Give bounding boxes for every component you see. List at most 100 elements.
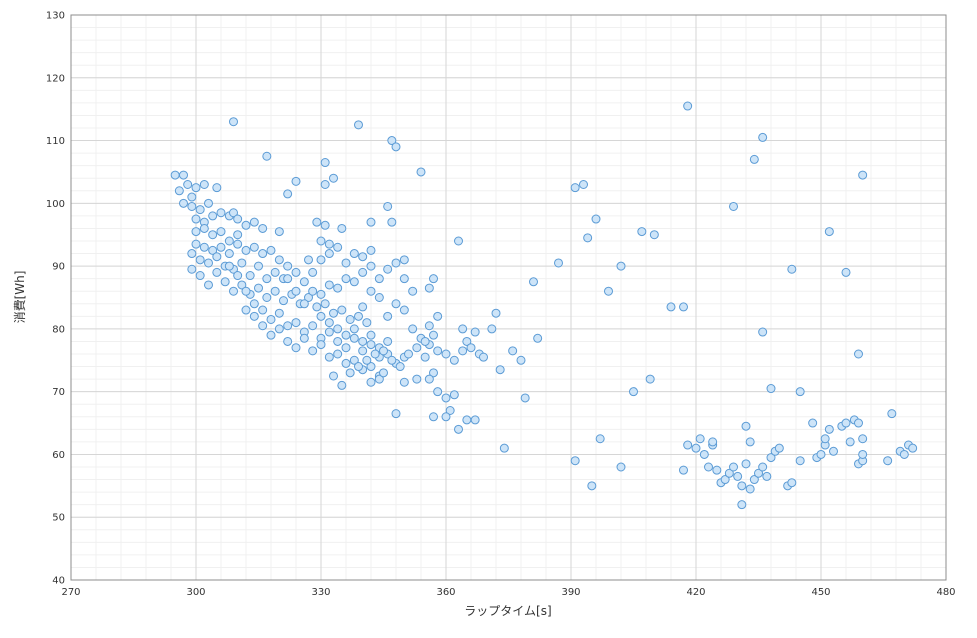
data-point [583, 233, 593, 243]
data-point [741, 421, 751, 431]
data-point [316, 289, 326, 299]
data-point [729, 462, 738, 472]
data-point [283, 321, 293, 331]
data-point [391, 299, 401, 309]
data-point [370, 349, 380, 359]
data-point [858, 434, 868, 444]
data-point [412, 343, 422, 353]
data-point [749, 475, 759, 485]
data-point [429, 330, 438, 340]
data-point [324, 352, 334, 362]
data-point [741, 459, 751, 469]
data-point [249, 242, 259, 252]
data-point [333, 283, 343, 293]
data-point [649, 230, 659, 240]
data-point [191, 183, 201, 193]
data-point [341, 258, 351, 268]
data-point [358, 302, 368, 312]
data-point [229, 117, 238, 127]
data-point [433, 387, 443, 397]
data-point [254, 261, 263, 271]
data-point [204, 258, 213, 268]
data-point [745, 437, 755, 447]
data-point [224, 249, 234, 259]
data-point [316, 340, 326, 350]
y-tick-label: 120 [46, 73, 65, 84]
data-point [508, 346, 518, 356]
data-point [337, 223, 347, 233]
data-point [212, 183, 222, 193]
data-point [399, 255, 409, 265]
data-point [354, 120, 363, 130]
data-point [324, 280, 334, 290]
data-point [745, 484, 755, 494]
data-point [408, 324, 418, 334]
data-point [195, 271, 205, 281]
data-point [487, 324, 497, 334]
data-point [274, 324, 284, 334]
data-point [516, 355, 526, 365]
data-point [229, 286, 238, 296]
data-point [399, 274, 409, 284]
data-point [495, 365, 505, 375]
data-point [241, 245, 251, 255]
data-point [254, 283, 263, 293]
y-tick-label: 110 [46, 136, 65, 147]
data-point [299, 333, 309, 343]
data-point [462, 336, 472, 346]
data-point [291, 343, 301, 353]
data-point [233, 271, 243, 281]
data-point [233, 214, 243, 224]
data-point [579, 180, 588, 189]
data-point [329, 371, 338, 381]
data-point [758, 327, 768, 337]
data-point [249, 217, 259, 227]
data-point [816, 449, 826, 459]
data-point [291, 318, 301, 328]
data-point [845, 437, 855, 447]
data-point [262, 293, 272, 302]
data-point [708, 437, 718, 447]
x-tick-label: 480 [936, 587, 955, 598]
data-point [324, 239, 334, 249]
data-point [391, 142, 401, 152]
data-point [379, 368, 388, 378]
data-point [383, 311, 393, 321]
data-point [320, 220, 330, 230]
data-point [666, 302, 676, 312]
data-point [854, 418, 863, 428]
data-point [479, 352, 488, 362]
data-point [187, 192, 197, 202]
data-point [358, 346, 368, 356]
data-point [408, 286, 418, 296]
data-point [249, 311, 259, 321]
data-point [349, 249, 359, 259]
data-point [445, 406, 455, 415]
data-point [216, 208, 226, 218]
data-point [766, 453, 776, 463]
data-point [629, 387, 638, 397]
data-point [366, 286, 376, 296]
data-point [333, 349, 343, 359]
data-point [270, 286, 280, 296]
data-point [795, 387, 805, 397]
data-point [704, 462, 713, 472]
data-point [199, 180, 209, 189]
data-point [195, 255, 205, 265]
data-point [354, 311, 363, 321]
data-point [237, 258, 247, 268]
data-point [758, 132, 768, 142]
data-point [341, 274, 351, 284]
data-point [712, 465, 722, 475]
data-point [337, 380, 347, 390]
data-point [274, 308, 284, 318]
data-point [733, 471, 743, 481]
data-point [824, 424, 834, 434]
data-point [312, 217, 322, 227]
data-point [329, 173, 338, 183]
data-point [187, 249, 197, 259]
plot-background [71, 15, 946, 580]
data-point [458, 324, 468, 334]
data-point [320, 180, 330, 189]
data-point [787, 478, 797, 488]
